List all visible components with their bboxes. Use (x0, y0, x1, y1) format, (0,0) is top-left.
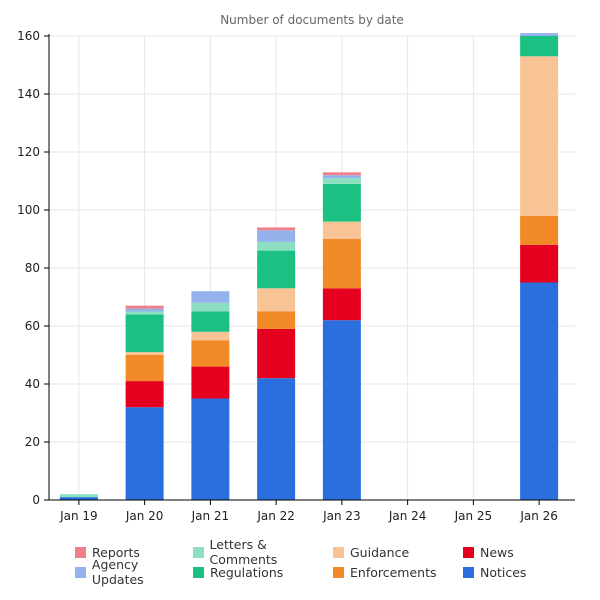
bar-segment-guidance-jan-20 (125, 352, 164, 355)
bar-segment-guidance-jan-22 (257, 288, 296, 312)
bar-segment-regulations-jan-22 (257, 250, 296, 289)
legend-swatch (333, 566, 344, 578)
y-tick-label: 60 (25, 319, 40, 333)
bar-segment-agency-updates-jan-23 (322, 175, 361, 179)
legend-swatch (193, 546, 204, 558)
bar-segment-regulations-jan-20 (125, 314, 164, 353)
bar-segment-enforcements-jan-20 (125, 355, 164, 382)
legend-swatch (75, 546, 86, 558)
bar-segment-notices-jan-21 (191, 398, 230, 500)
bars (59, 33, 559, 500)
bar-segment-guidance-jan-26 (520, 56, 559, 216)
bar-segment-news-jan-22 (257, 328, 296, 379)
legend-label: Enforcements (350, 564, 437, 580)
bar-segment-letters-comments-jan-23 (322, 178, 361, 184)
legend: Reports Letters & Comments Guidance News Age… (75, 537, 575, 587)
x-tick-label: Jan 19 (59, 509, 98, 523)
y-tick-label: 80 (25, 261, 40, 275)
bar-segment-news-jan-20 (125, 381, 164, 408)
bar-segment-news-jan-21 (191, 366, 230, 399)
legend-swatch (463, 546, 474, 558)
x-tick-label: Jan 25 (454, 509, 493, 523)
x-tick-label: Jan 22 (256, 509, 295, 523)
y-tick-label: 20 (25, 435, 40, 449)
bar-segment-guidance-jan-23 (322, 221, 361, 239)
bar-segment-letters-comments-jan-22 (257, 241, 296, 251)
bar-segment-regulations-jan-21 (191, 311, 230, 332)
y-tick-label: 100 (17, 203, 40, 217)
axes: 0 20 40 60 80 100 120 140 160 Jan 19 Jan 20 Jan 21 J… (17, 29, 575, 523)
bar-segment-notices-jan-20 (125, 407, 164, 500)
bar-segment-agency-updates-jan-22 (257, 230, 296, 242)
x-tick-label: Jan 23 (322, 509, 361, 523)
bar-segment-letters-comments-jan-19 (59, 494, 98, 498)
x-tick-label: Jan 21 (191, 509, 230, 523)
legend-swatch (333, 546, 344, 558)
stacked-bar-chart: Number of documents by date 0 20 40 60 80 100… (17, 13, 575, 523)
x-tick-label: Jan 24 (388, 509, 427, 523)
bar-segment-regulations-jan-23 (322, 183, 361, 222)
legend-item-regulations[interactable]: Regulations (193, 564, 333, 580)
legend-item-guidance[interactable]: Guidance (333, 544, 463, 560)
bar-segment-agency-updates-jan-21 (191, 291, 230, 303)
bar-segment-enforcements-jan-23 (322, 239, 361, 289)
bar-segment-letters-comments-jan-20 (125, 311, 164, 315)
legend-item-enforcements[interactable]: Enforcements (333, 564, 463, 580)
legend-label: Regulations (210, 564, 284, 580)
bar-segment-news-jan-26 (520, 244, 559, 283)
bar-segment-agency-updates-jan-20 (125, 308, 164, 312)
bar-segment-notices-jan-26 (520, 282, 559, 500)
bar-segment-reports-jan-23 (322, 172, 361, 176)
bar-segment-regulations-jan-26 (520, 36, 559, 57)
bar-segment-notices-jan-23 (322, 320, 361, 500)
legend-label: Reports (92, 544, 140, 560)
legend-swatch (193, 566, 204, 578)
legend-label: Guidance (350, 544, 410, 560)
bar-segment-guidance-jan-21 (191, 331, 230, 341)
bar-segment-news-jan-23 (322, 288, 361, 321)
legend-item-notices[interactable]: Notices (463, 564, 563, 580)
chart-title: Number of documents by date (220, 13, 404, 27)
bar-segment-reports-jan-22 (257, 227, 296, 231)
bar-segment-enforcements-jan-26 (520, 215, 559, 245)
y-tick-label: 160 (17, 29, 40, 43)
legend-label: Notices (480, 564, 527, 580)
legend-label: Letters & Comments (209, 537, 278, 567)
legend-swatch (463, 566, 474, 578)
x-tick-label: Jan 26 (519, 509, 558, 523)
legend-label: News (480, 544, 514, 560)
bar-segment-reports-jan-20 (125, 305, 164, 309)
bar-segment-letters-comments-jan-21 (191, 302, 230, 312)
bar-segment-agency-updates-jan-26 (520, 33, 559, 36)
bar-segment-enforcements-jan-22 (257, 311, 296, 329)
x-tick-label: Jan 20 (125, 509, 164, 523)
y-tick-label: 120 (17, 145, 40, 159)
y-tick-label: 0 (32, 493, 40, 507)
bar-segment-notices-jan-22 (257, 378, 296, 500)
bar-segment-notices-jan-19 (59, 497, 98, 500)
y-tick-label: 40 (25, 377, 40, 391)
legend-label: Agency Updates (91, 557, 144, 587)
legend-item-news[interactable]: News (463, 544, 563, 560)
legend-item-reports[interactable]: Reports (75, 544, 193, 560)
legend-item-agency-updates[interactable]: Agency Updates (75, 557, 193, 587)
y-tick-label: 140 (17, 87, 40, 101)
bar-segment-enforcements-jan-21 (191, 340, 230, 367)
legend-item-letters-comments[interactable]: Letters & Comments (193, 537, 333, 567)
legend-swatch (75, 566, 86, 578)
